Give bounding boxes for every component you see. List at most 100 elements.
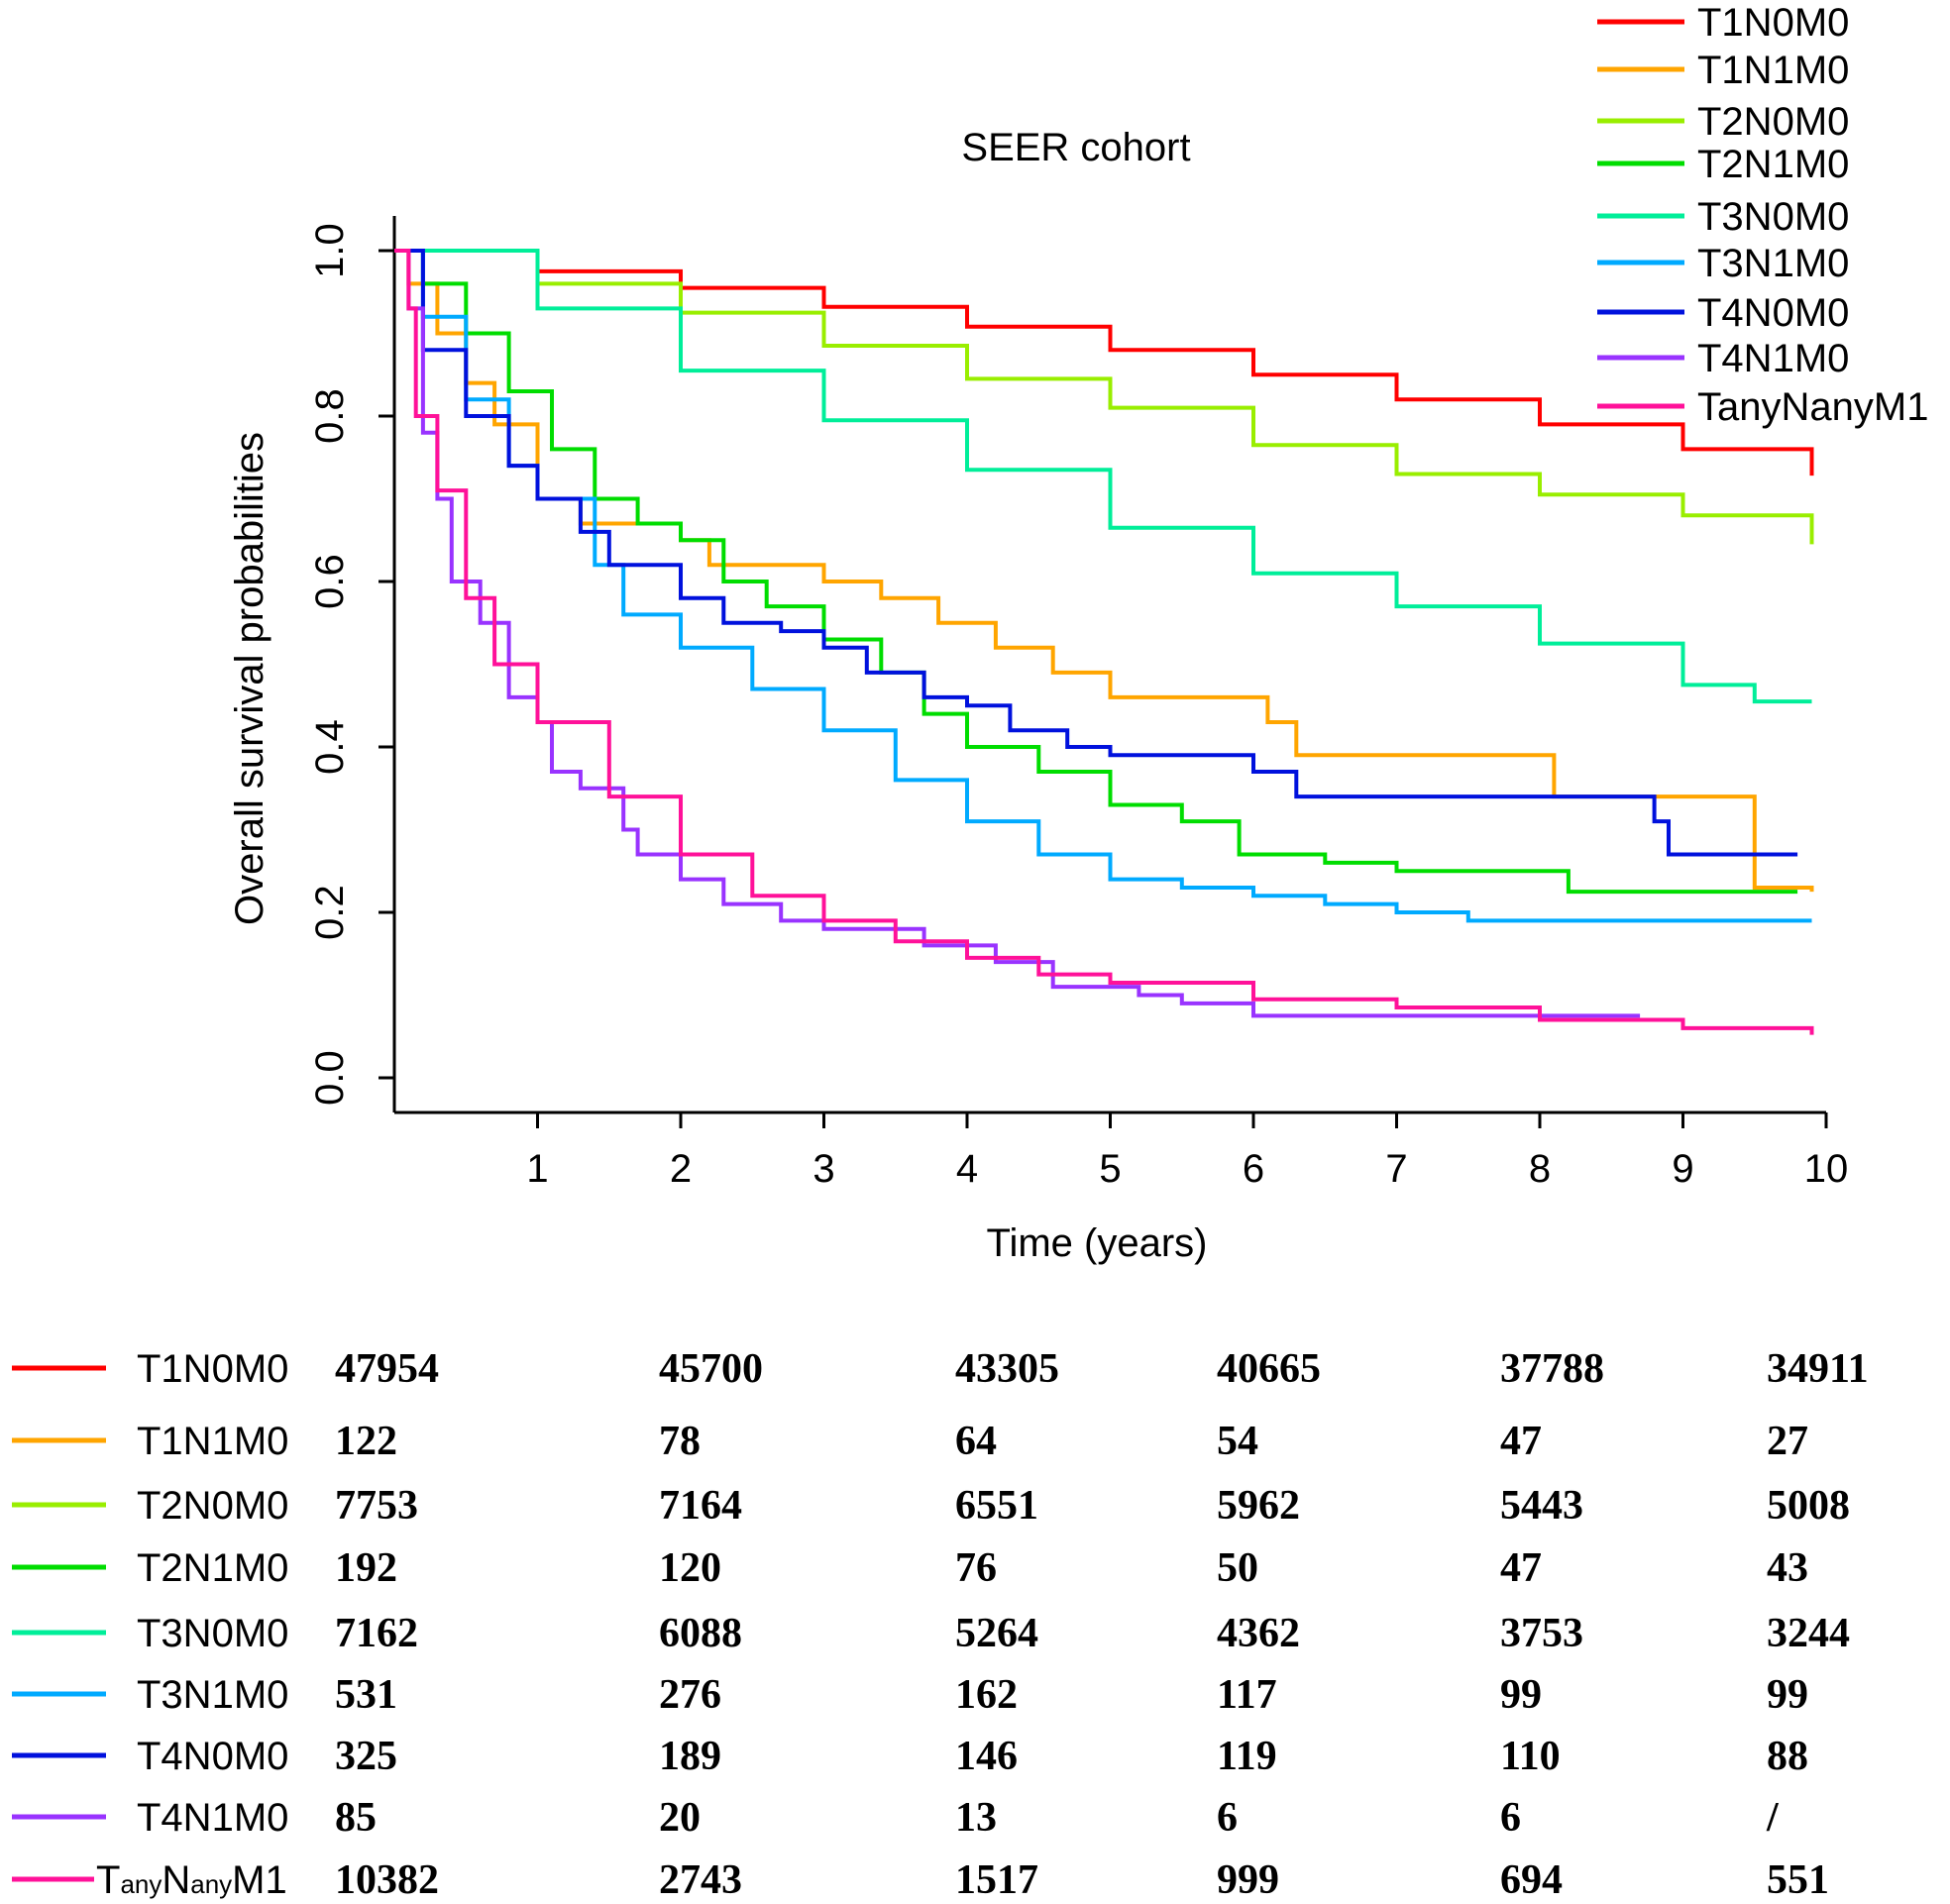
risk-table-cell: 10382 [335,1857,439,1903]
risk-table-cell: 50 [1217,1545,1258,1591]
risk-table-cell: 117 [1217,1672,1277,1718]
risk-table-cell: 551 [1767,1857,1829,1903]
risk-table-cell: 5264 [955,1611,1038,1656]
risk-row-label: T4N0M0 [137,1735,288,1778]
y-tick-label: 0.4 [308,719,352,775]
risk-table-cell: 3244 [1767,1611,1850,1656]
risk-table-cell: 45700 [659,1346,763,1392]
legend-entry: T4N0M0 [1597,291,1849,335]
series-line-t2n1m0 [394,249,1798,895]
risk-table-cell: 78 [659,1419,701,1464]
risk-table-cell: 6551 [955,1483,1038,1529]
risk-table-cell: 7164 [659,1483,742,1529]
legend-label: T2N1M0 [1697,143,1849,186]
risk-table-row: T1N0M0 47954 45700 43305 40665 37788 34911 [12,1346,1869,1392]
legend-label: T1N1M0 [1697,49,1849,92]
risk-row-label: T1N1M0 [137,1420,288,1463]
risk-table-cell: 99 [1500,1672,1542,1718]
risk-table-cell: 189 [659,1734,721,1779]
legend-entry: T2N1M0 [1597,143,1849,186]
risk-table-cell: 7753 [335,1483,418,1529]
risk-table-cell: 6 [1217,1795,1238,1841]
risk-table-cell: 37788 [1500,1346,1604,1392]
risk-table-row: T2N0M0 7753 7164 6551 5962 5443 5008 [12,1483,1850,1529]
risk-table-row: T1N1M0 122 78 64 54 47 27 [12,1419,1808,1464]
risk-table-cell: 694 [1500,1857,1563,1903]
risk-table-cell: 5443 [1500,1483,1583,1529]
legend-label: TanyNanyM1 [1697,385,1928,429]
legend-label: T4N0M0 [1697,291,1849,335]
risk-row-label: T2N1M0 [137,1546,288,1590]
y-tick-label: 0.6 [308,554,352,609]
y-tick-label: 0.0 [308,1050,352,1106]
risk-table-row: T3N0M0 7162 6088 5264 4362 3753 3244 [12,1611,1850,1656]
series-layer [394,249,1814,1035]
series-line-t3n1m0 [394,249,1812,923]
risk-table-row: T2N1M0 192 120 76 50 47 43 [12,1545,1808,1591]
series-line-t4n1m0 [394,249,1641,1018]
y-tick-label: 0.2 [308,885,352,940]
legend-label: T3N0M0 [1697,195,1849,239]
risk-table-cell: / [1766,1795,1780,1841]
x-axis-label: Time (years) [987,1221,1208,1265]
risk-row-label: T3N1M0 [137,1673,288,1717]
risk-table-cell: 4362 [1217,1611,1300,1656]
legend-entry: T4N1M0 [1597,337,1849,380]
risk-row-label: T1N0M0 [137,1347,288,1391]
series-line-t4n0m0 [394,249,1798,857]
legend-entry: TanyNanyM1 [1597,385,1928,429]
risk-row-label: T2N0M0 [137,1484,288,1528]
legend-entry: T3N0M0 [1597,195,1849,239]
x-tick-label: 7 [1385,1147,1407,1191]
x-tick-label: 10 [1804,1147,1849,1191]
risk-table-cell: 43 [1767,1545,1808,1591]
risk-table-cell: 99 [1767,1672,1808,1718]
risk-table-cell: 47 [1500,1545,1542,1591]
legend-entry: T1N1M0 [1597,49,1849,92]
risk-table-cell: 2743 [659,1857,742,1903]
risk-table-cell: 999 [1217,1857,1279,1903]
risk-table-cell: 5008 [1767,1483,1850,1529]
legend-label: T3N1M0 [1697,242,1849,285]
series-line-t2n0m0 [394,249,1814,545]
series-line-t1n0m0 [394,249,1814,476]
risk-table-cell: 34911 [1767,1346,1869,1392]
risk-table-cell: 5962 [1217,1483,1300,1529]
risk-table-cell: 122 [335,1419,397,1464]
x-tick-label: 9 [1672,1147,1693,1191]
risk-table-cell: 64 [955,1419,997,1464]
risk-table-cell: 146 [955,1734,1018,1779]
risk-table-cell: 6088 [659,1611,742,1656]
risk-table-cell: 47 [1500,1419,1542,1464]
x-tick-label: 2 [670,1147,692,1191]
risk-table-row: T4N1M0 85 20 13 6 6 / [12,1795,1780,1841]
legend-entry: T2N0M0 [1597,100,1849,144]
risk-table-row: TanyNanyM1 10382 2743 1517 999 694 551 [12,1857,1829,1903]
y-tick-label: 0.8 [308,388,352,444]
risk-table-row: T4N0M0 325 189 146 119 110 88 [12,1734,1808,1779]
x-tick-label: 1 [526,1147,548,1191]
risk-row-label: TanyNanyM1 [96,1858,287,1902]
risk-table-cell: 43305 [955,1346,1059,1392]
risk-table-cell: 192 [335,1545,397,1591]
legend-entry: T1N0M0 [1597,1,1849,45]
risk-table-cell: 13 [955,1795,997,1841]
legend-label: T1N0M0 [1697,1,1849,45]
x-tick-label: 5 [1099,1147,1121,1191]
y-axis-label: Overall survival probabilities [228,432,271,925]
risk-row-label: T4N1M0 [137,1796,288,1840]
series-line-t3n0m0 [394,249,1812,704]
risk-table-cell: 88 [1767,1734,1808,1779]
x-tick-label: 3 [812,1147,834,1191]
chart-title: SEER cohort [961,126,1190,169]
risk-table-cell: 325 [335,1734,397,1779]
series-line-t1n1m0 [394,249,1814,893]
risk-table-cell: 120 [659,1545,721,1591]
risk-table-cell: 54 [1217,1419,1258,1464]
risk-table-cell: 110 [1500,1734,1561,1779]
risk-table-cell: 1517 [955,1857,1038,1903]
legend-entry: T3N1M0 [1597,242,1849,285]
risk-table-cell: 3753 [1500,1611,1583,1656]
